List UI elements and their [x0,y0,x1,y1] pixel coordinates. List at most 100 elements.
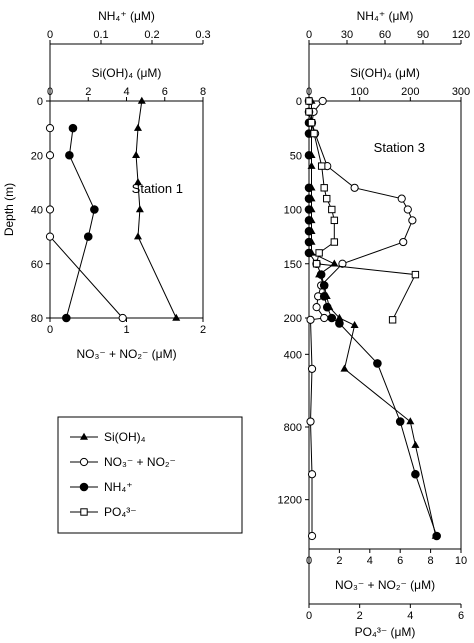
sioh4-series-point [350,320,359,329]
nh4-series-point [319,292,329,301]
nox-series-point [45,124,55,133]
sioh4-axis-tick-label: 8 [200,86,206,98]
nox-series-point [45,151,55,160]
po4-series-point [330,216,339,225]
nox-series-point [312,303,321,312]
sioh4-axis-tick-label: 4 [123,86,129,98]
nh4-series-point [304,194,314,203]
nh4-series-point [304,205,314,214]
po4-series-point [317,162,326,170]
nox-axis-tick-label: 2 [336,555,342,567]
nox-axis-tick-label: 4 [367,555,373,567]
nh4-series-point [335,319,344,328]
nox-series-point [306,417,315,426]
sioh4-axis-tick-label: 100 [350,86,368,98]
nh4-series-point [304,237,314,247]
nh4-series-point [304,226,314,236]
po4-axis-tick-label: 4 [407,610,413,622]
nh4-series-point [65,150,74,160]
nh4-series-point [395,417,405,426]
sioh4-axis-tick-label: 0 [47,86,53,98]
depth-tick-label: 0 [37,96,43,108]
legend-label: PO₄³⁻ [104,505,137,519]
sioh4-series-point [340,364,349,372]
legend-marker [79,457,89,467]
sioh4-series-point [307,161,316,169]
legend: Si(OH)₄ NO₃⁻ + NO₂⁻ NH₄⁺ PO₄³⁻ [57,416,243,534]
legend-label: NO₃⁻ + NO₂⁻ [104,455,176,469]
po4-series-point [305,97,313,105]
nox-series-point [397,194,406,203]
sioh4-axis-tick-label: 0 [306,86,312,98]
depth-tick-label: 60 [31,259,43,271]
po4-axis-tick-label: 6 [458,610,464,622]
po4-series-point [310,129,318,138]
nox-series-point [338,259,347,268]
nh4-series-point [316,270,326,279]
sioh4-series-point [411,440,420,448]
plot-frame [308,100,462,550]
nox-axis-tick-label: 0 [47,324,53,336]
depth-tick-label: 200 [284,313,302,325]
nh4-series-point [83,232,93,241]
legend-frame [57,416,243,534]
plot-frame [49,100,204,319]
nh4-axis-tick-label: 60 [379,29,391,41]
nh4-series-point [62,313,71,323]
nh4-series-point [304,248,314,258]
station-label: Station 1 [132,181,183,196]
nh4-axis-tick-label: 30 [341,29,353,41]
nox-series-point [403,205,412,214]
nh4-series-point [327,313,337,323]
sioh4-series-point [406,417,415,425]
nh4-series-point [68,123,78,133]
nox-series-point [118,313,127,323]
nox-axis-axis-title: NO₃⁻ + NO₂⁻ (μM) [76,347,176,361]
sioh4-series-point [137,96,146,104]
nox-axis-axis-title: NO₃⁻ + NO₂⁻ (μM) [335,578,435,592]
po4-series-point [315,249,323,257]
nox-series-point [307,364,317,373]
nh4-series-point [411,469,420,479]
nox-series-point [306,315,315,324]
po4-axis-axis-title: PO₄³⁻ (μM) [355,625,416,639]
sioh4-axis-axis-title: Si(OH)₄ (μM) [350,66,420,80]
nh4-axis-tick-label: 90 [417,29,429,41]
depth-tick-label: 800 [284,422,302,434]
legend-label: Si(OH)₄ [104,430,146,444]
nox-axis-tick-label: 1 [123,324,129,336]
nox-series-line [309,100,413,536]
depth-tick-label: 1200 [278,495,302,507]
po4-series-point [312,260,321,268]
nox-series-point [318,96,327,106]
nh4-axis-axis-title: NH₄⁺ (μM) [357,9,414,23]
depth-tick-label: 100 [284,205,302,217]
nh4-series-point [304,150,314,160]
po4-axis-tick-label: 0 [306,610,312,622]
nh4-series-point [304,183,314,193]
station-label: Station 3 [374,140,425,155]
po4-series-point [330,238,339,246]
depth-tick-label: 50 [290,150,302,162]
sioh4-series-point [133,123,142,131]
depth-tick-label: 0 [296,96,302,108]
nox-series-point [399,237,408,247]
nh4-axis-tick-label: 0.2 [144,29,159,41]
po4-axis-tick-label: 2 [357,610,363,622]
legend-marker [80,508,88,516]
nh4-axis-tick-label: 0 [47,29,53,41]
nox-axis-tick-label: 2 [200,324,206,336]
nh4-axis-tick-label: 120 [452,29,470,41]
nh4-axis-axis-title: NH₄⁺ (μM) [98,9,155,23]
po4-series-point [305,108,313,116]
po4-series-point [411,270,420,279]
depth-tick-label: 20 [31,150,43,162]
depth-tick-label: 150 [284,259,302,271]
sioh4-series-point [132,150,141,158]
po4-series-point [328,205,336,214]
sioh4-series-point [133,232,142,240]
nh4-series-point [322,302,332,312]
